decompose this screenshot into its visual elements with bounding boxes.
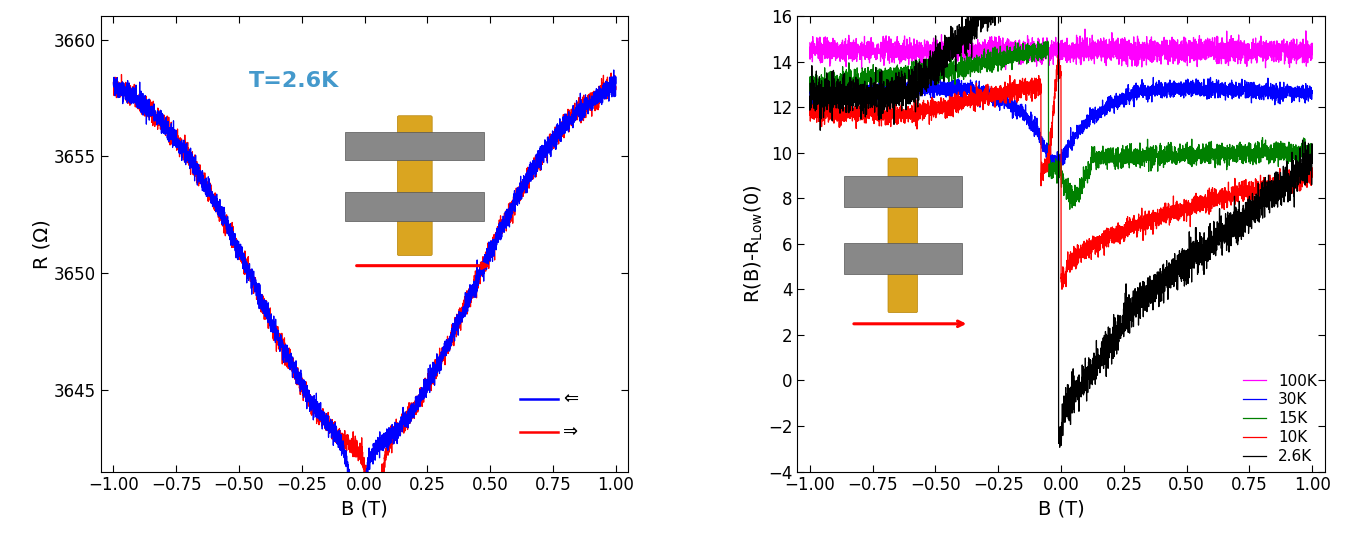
2.6K: [802, 107, 818, 113]
Line: 30K: 30K: [810, 77, 1313, 170]
100K: [1077, 26, 1093, 33]
100K: [1013, 50, 1029, 57]
30K: [1289, 91, 1305, 98]
Y-axis label: R (Ω): R (Ω): [32, 219, 51, 269]
X-axis label: B (T): B (T): [342, 500, 387, 519]
30K: [932, 74, 948, 80]
Text: ⇒: ⇒: [564, 423, 578, 441]
15K: [1305, 154, 1321, 160]
2.6K: [1013, 0, 1029, 3]
Line: 100K: 100K: [810, 29, 1313, 70]
Line: 2.6K: 2.6K: [810, 0, 1313, 447]
100K: [802, 40, 818, 46]
2.6K: [1289, 171, 1305, 177]
Legend: 100K, 30K, 15K, 10K, 2.6K: 100K, 30K, 15K, 10K, 2.6K: [1243, 373, 1317, 464]
10K: [1289, 177, 1305, 184]
2.6K: [1305, 160, 1321, 166]
100K: [1264, 44, 1280, 50]
10K: [1041, 152, 1057, 159]
15K: [1013, 55, 1029, 61]
10K: [1017, 86, 1033, 92]
30K: [1013, 104, 1029, 111]
Text: T=2.6K: T=2.6K: [249, 71, 339, 91]
2.6K: [1167, 271, 1184, 278]
100K: [932, 67, 948, 74]
15K: [1040, 38, 1056, 44]
15K: [1264, 156, 1280, 162]
15K: [802, 88, 818, 94]
10K: [1305, 165, 1321, 171]
30K: [1264, 85, 1280, 91]
X-axis label: B (T): B (T): [1038, 500, 1084, 519]
15K: [1017, 53, 1033, 59]
15K: [1041, 164, 1057, 170]
15K: [1061, 206, 1077, 212]
100K: [1017, 44, 1033, 51]
Line: 10K: 10K: [810, 55, 1313, 289]
100K: [1167, 51, 1184, 57]
100K: [1041, 46, 1057, 53]
30K: [1017, 108, 1033, 115]
10K: [1167, 203, 1184, 209]
15K: [1289, 156, 1305, 162]
30K: [1041, 153, 1057, 159]
15K: [1167, 151, 1184, 157]
2.6K: [1264, 204, 1280, 211]
30K: [1049, 166, 1065, 173]
Line: 15K: 15K: [810, 41, 1313, 209]
10K: [1013, 95, 1029, 101]
100K: [1305, 48, 1321, 54]
2.6K: [1052, 444, 1068, 450]
30K: [1305, 88, 1321, 94]
30K: [1167, 82, 1184, 88]
100K: [1289, 56, 1305, 62]
10K: [1050, 52, 1067, 59]
30K: [802, 87, 818, 93]
Text: ⇐: ⇐: [564, 390, 578, 408]
Y-axis label: R(B)-R$_{\rm Low}$(0): R(B)-R$_{\rm Low}$(0): [742, 185, 765, 303]
10K: [1264, 179, 1280, 185]
10K: [802, 112, 818, 118]
10K: [1054, 286, 1071, 293]
